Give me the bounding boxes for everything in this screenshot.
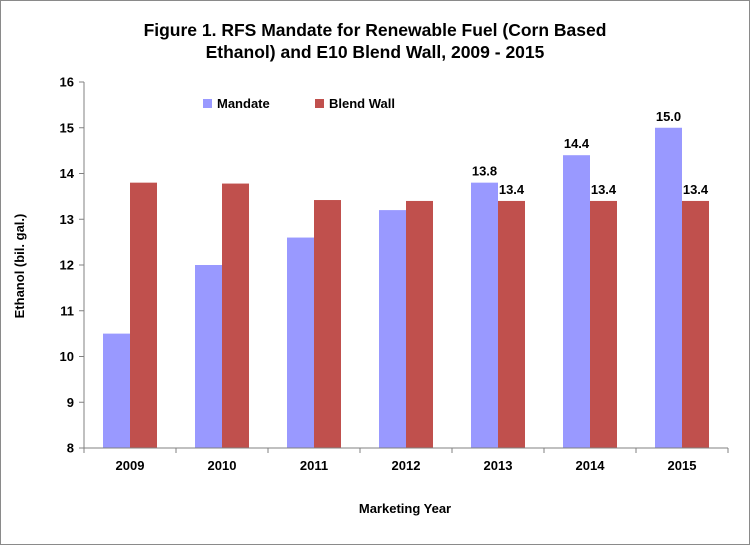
bar-mandate-2012: [379, 210, 406, 448]
data-label-mandate-2015: 15.0: [656, 109, 681, 124]
legend-label-mandate: Mandate: [217, 96, 270, 111]
data-label-blend-wall-2015: 13.4: [683, 182, 709, 197]
data-labels-group: 13.813.414.413.415.013.4: [472, 109, 709, 197]
y-tick-label-15: 15: [60, 120, 74, 135]
y-tick-label-10: 10: [60, 349, 74, 364]
bar-mandate-2014: [563, 155, 590, 448]
chart-title-line-1: Figure 1. RFS Mandate for Renewable Fuel…: [143, 20, 607, 40]
bar-blend-wall-2012: [406, 200, 433, 448]
x-tick-label-2013: 2013: [484, 458, 513, 473]
bar-mandate-2013: [471, 182, 498, 448]
data-label-mandate-2014: 14.4: [564, 136, 590, 151]
axes-group: 2009 2010 2011 2012 2013 2014 2015 8 9 10 11 12 13 14…: [60, 75, 729, 473]
x-axis-title: Marketing Year: [359, 501, 451, 516]
bar-blend-wall-2015: [682, 200, 709, 448]
data-label-blend-wall-2014: 13.4: [591, 182, 617, 197]
y-tick-label-9: 9: [67, 395, 74, 410]
y-axis-title: Ethanol (bil. gal.): [12, 214, 27, 319]
legend-swatch-mandate: [203, 99, 212, 108]
bars-group: [103, 127, 709, 448]
bar-blend-wall-2009: [130, 182, 157, 448]
bar-blend-wall-2011: [314, 200, 341, 448]
x-tick-label-2014: 2014: [576, 458, 606, 473]
bar-mandate-2009: [103, 333, 130, 448]
bar-mandate-2015: [655, 127, 682, 448]
y-tick-label-13: 13: [60, 212, 74, 227]
legend-swatch-blend-wall: [315, 99, 324, 108]
legend: Mandate Blend Wall: [203, 96, 395, 111]
y-tick-label-8: 8: [67, 441, 74, 456]
bar-mandate-2011: [287, 237, 314, 448]
y-tick-label-12: 12: [60, 258, 74, 273]
bar-blend-wall-2010: [222, 183, 249, 448]
data-label-mandate-2013: 13.8: [472, 164, 497, 179]
x-tick-label-2011: 2011: [300, 458, 328, 473]
x-tick-label-2009: 2009: [116, 458, 145, 473]
bar-blend-wall-2013: [498, 200, 525, 448]
x-tick-label-2010: 2010: [208, 458, 237, 473]
legend-label-blend-wall: Blend Wall: [329, 96, 395, 111]
bar-blend-wall-2014: [590, 200, 617, 448]
x-tick-label-2015: 2015: [668, 458, 697, 473]
y-tick-label-11: 11: [60, 303, 74, 318]
chart-title-line-2: Ethanol) and E10 Blend Wall, 2009 - 2015: [205, 42, 545, 62]
chart-title: Figure 1. RFS Mandate for Renewable Fuel…: [1, 19, 749, 63]
bar-mandate-2010: [195, 265, 222, 448]
data-label-blend-wall-2013: 13.4: [499, 182, 525, 197]
x-tick-label-2012: 2012: [392, 458, 421, 473]
y-tick-label-14: 14: [60, 166, 75, 181]
y-tick-label-16: 16: [60, 75, 74, 90]
